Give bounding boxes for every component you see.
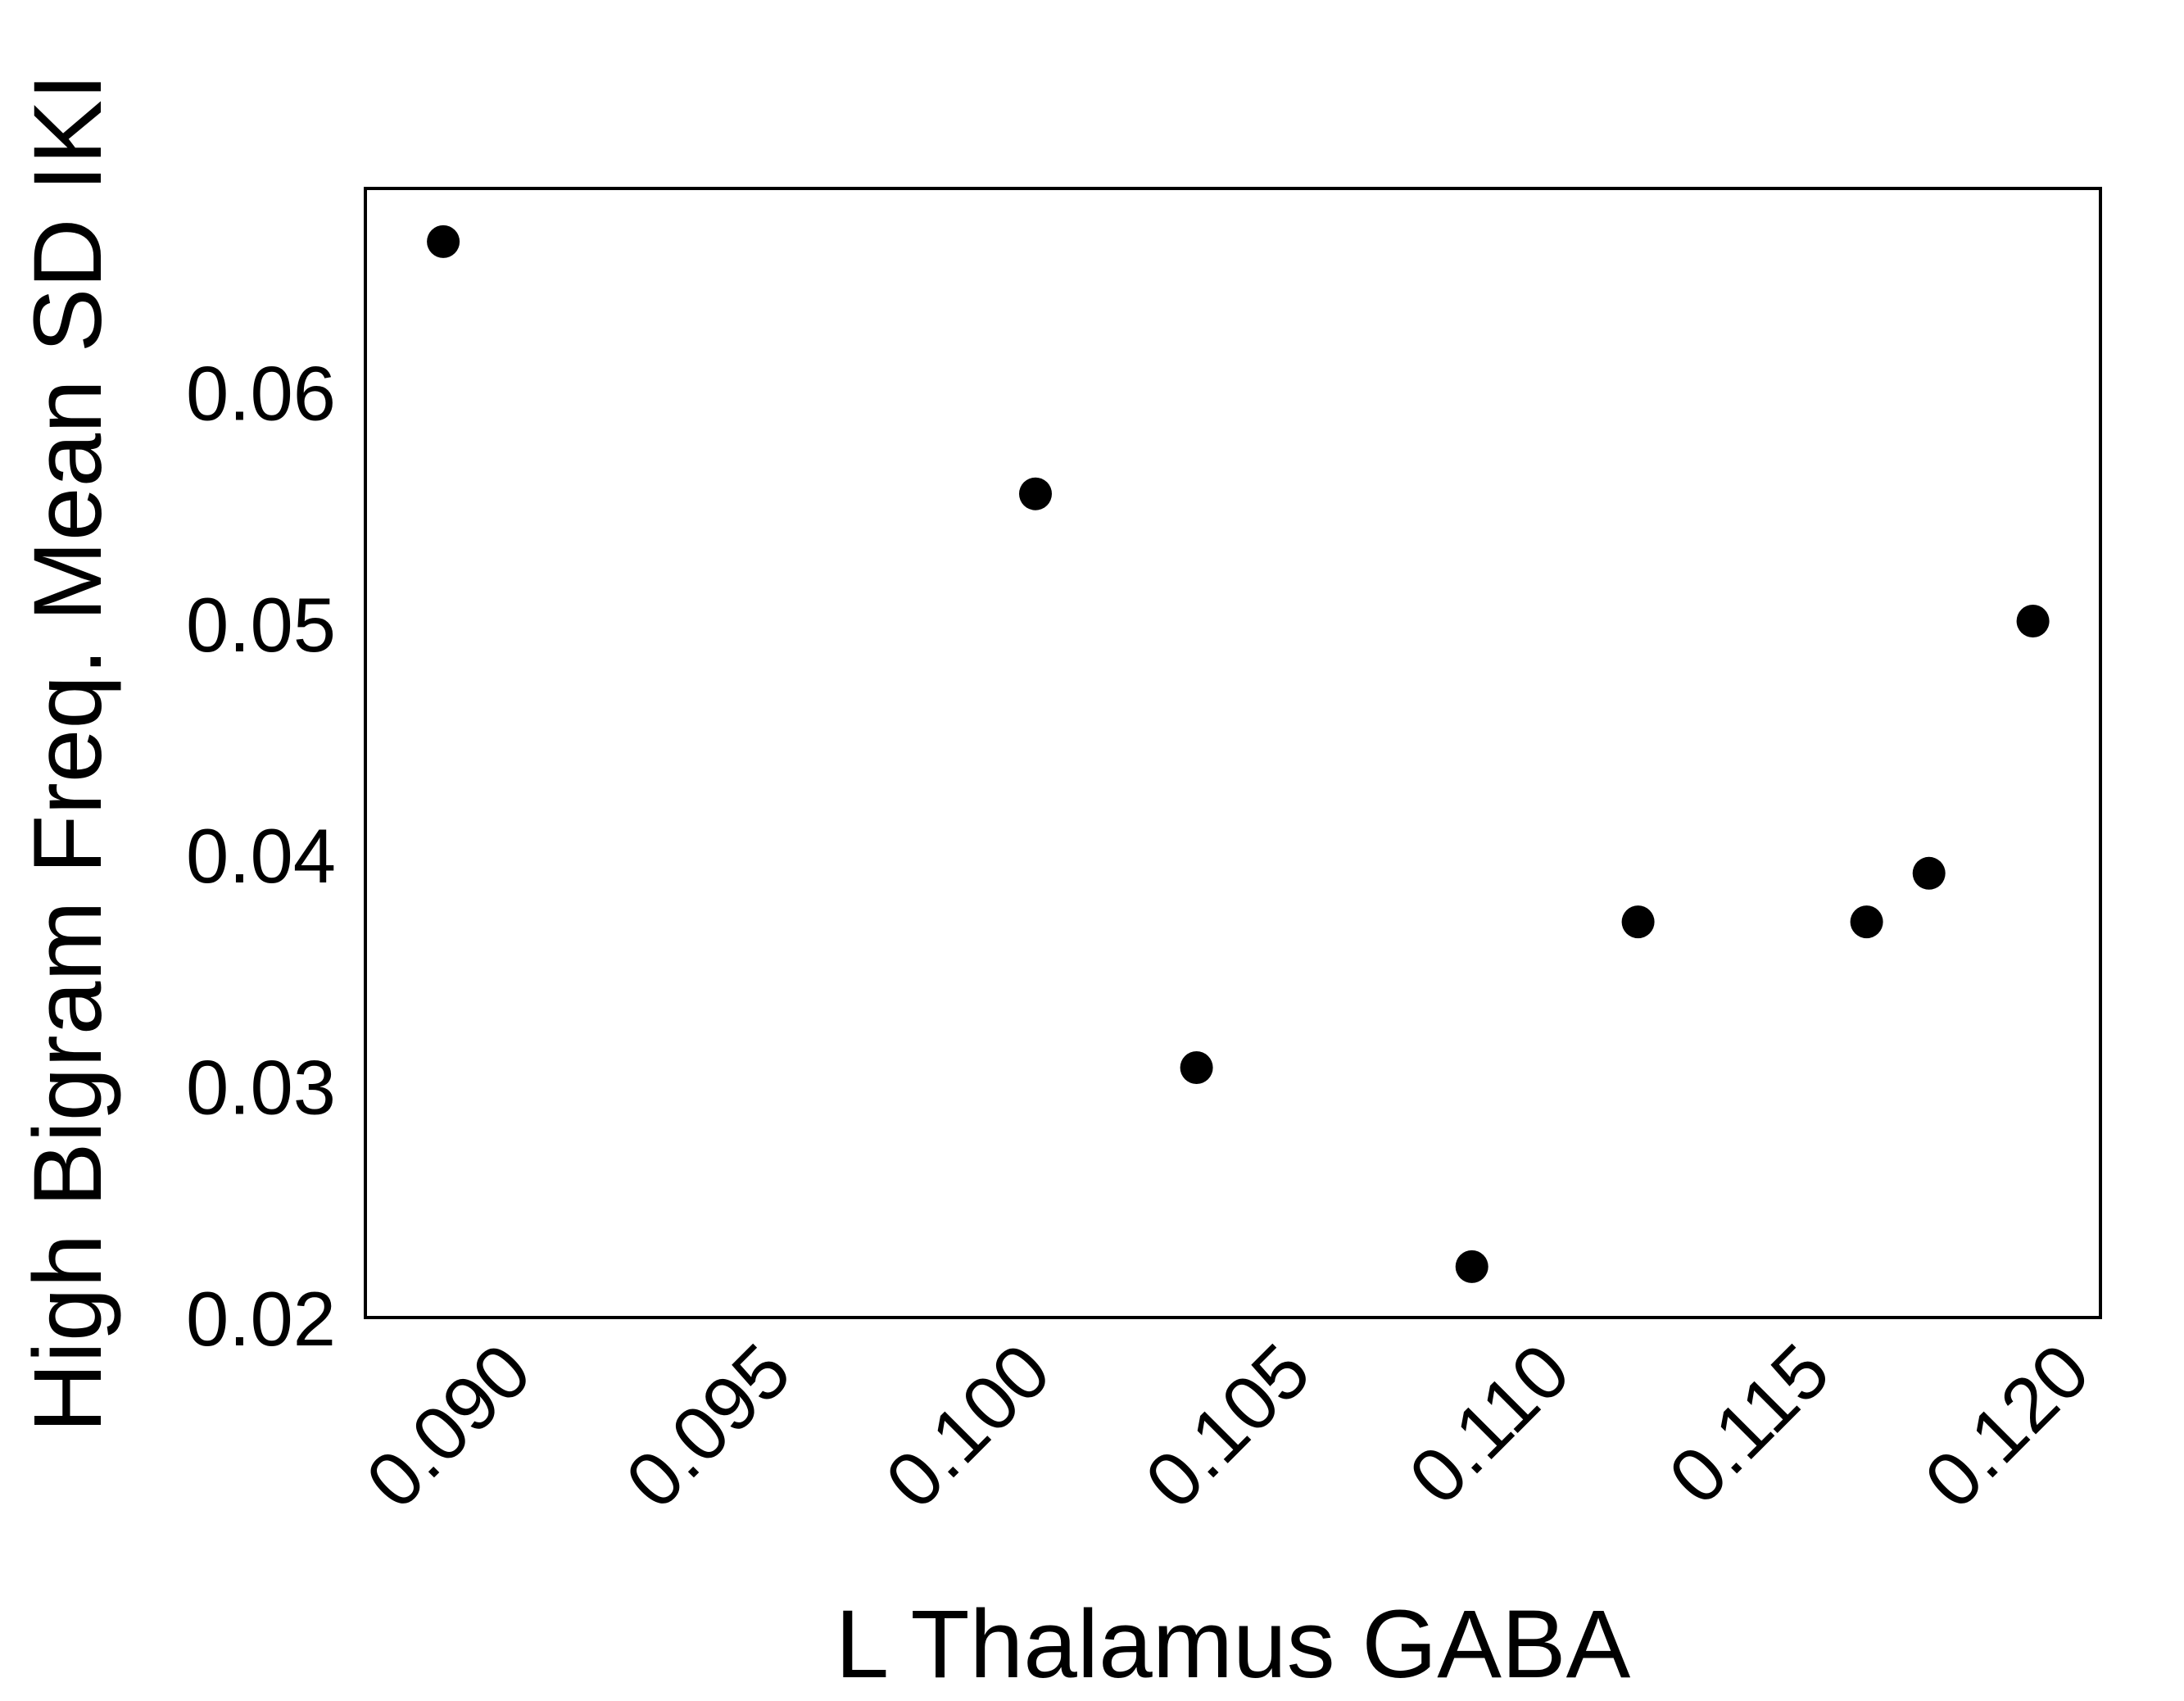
- data-point-1: [427, 225, 460, 258]
- data-point-8: [2016, 605, 2050, 637]
- data-point-6: [1850, 905, 1883, 939]
- data-point-4: [1455, 1250, 1488, 1283]
- y-axis-tick-labels: 0.02 0.03 0.04 0.05 0.06: [186, 351, 336, 1363]
- x-axis-title: L Thalamus GABA: [836, 1590, 1631, 1699]
- y-tick-label-5: 0.06: [186, 351, 336, 437]
- y-tick-label-1: 0.02: [186, 1276, 336, 1362]
- y-tick-label-4: 0.05: [186, 582, 336, 668]
- plot-area-frame: [364, 187, 2102, 1319]
- data-points: [427, 225, 2050, 1283]
- data-point-3: [1180, 1051, 1213, 1084]
- data-point-2: [1019, 477, 1052, 510]
- data-point-7: [1912, 856, 1946, 890]
- y-tick-label-3: 0.04: [186, 813, 336, 899]
- y-axis-title: High Bigram Freq. Mean SD IKI: [14, 73, 122, 1432]
- y-tick-label-2: 0.03: [186, 1045, 336, 1131]
- data-point-5: [1621, 905, 1655, 939]
